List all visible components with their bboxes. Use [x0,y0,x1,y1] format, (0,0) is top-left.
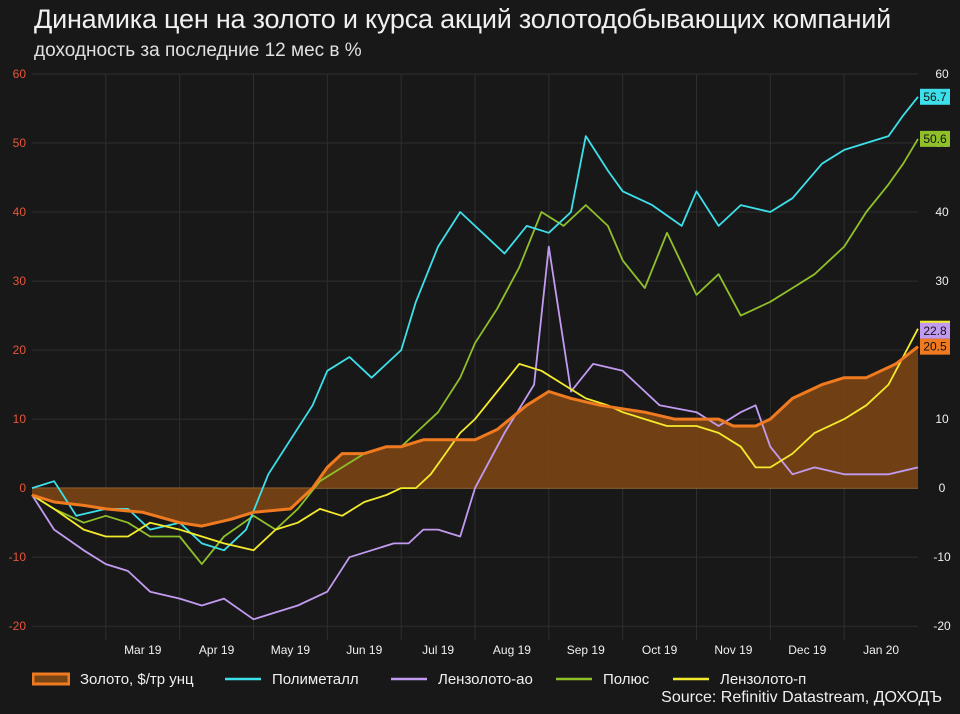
left-tick-label: -10 [9,550,27,564]
right-tick-label: 60 [935,67,949,81]
right-tick-label: 10 [935,412,949,426]
series-line-lenzoloto-ao [31,245,919,621]
x-tick-label: Aug 19 [493,643,531,657]
right-tick-label: 0 [939,481,946,495]
series-line-polymetal [31,96,919,552]
legend-swatch-lenzoloto-ao [391,677,427,681]
x-tick-label: Oct 19 [642,643,678,657]
legend-swatch-polyus [556,677,592,681]
left-tick-label: 40 [13,205,27,219]
legend-label-polyus: Полюс [603,670,650,688]
left-tick-label: 10 [13,412,27,426]
series-area-gold [32,346,918,527]
x-tick-label: Jun 19 [346,643,382,657]
left-tick-label: 50 [13,136,27,150]
series-line-lenzoloto-p [31,328,919,552]
legend-swatch-gold [32,672,70,686]
chart-title: Динамика цен на золото и курса акций зол… [34,4,892,34]
left-tick-label: 20 [13,343,27,357]
right-tick-label: 30 [935,274,949,288]
x-tick-label: Nov 19 [714,643,752,657]
end-label-gold: 20.5 [923,340,947,354]
legend-label-lenzoloto-p: Лензолото-п [720,670,807,688]
end-label-polymetal: 56.7 [923,90,947,104]
legend-label-gold: Золото, $/тр унц [80,670,194,688]
x-tick-label: Mar 19 [124,643,162,657]
end-label-box-polymetal [920,88,950,105]
left-tick-label: -20 [9,619,27,633]
x-tick-label: May 19 [271,643,311,657]
source-note: Source: Refinitiv Datastream, ДОХОДЪ [661,689,942,706]
x-tick-label: Sep 19 [567,643,605,657]
left-tick-label: 60 [13,67,27,81]
right-tick-label: 40 [935,205,949,219]
legend-item-polyus: Полюс [555,666,649,692]
end-label-lenzoloto-ao: 22.8 [923,324,947,338]
legend-swatch-lenzoloto-p [673,677,709,681]
left-tick-label: 0 [19,481,26,495]
chart-subtitle: доходность за последние 12 мес в % [34,40,362,61]
legend-label-lenzoloto-ao: Лензолото-ао [438,670,533,688]
x-tick-label: Apr 19 [199,643,235,657]
end-label-box-gold [920,338,950,355]
left-tick-label: 30 [13,274,27,288]
legend-item-gold: Золото, $/тр унц [32,666,194,692]
legend-item-lenzoloto-ao: Лензолото-ао [390,666,533,692]
x-tick-label: Jul 19 [422,643,454,657]
series-line-gold [31,345,919,528]
legend-swatch-polymetal [225,677,261,681]
series-line-polyus [31,138,919,565]
end-label-box-polyus [920,130,950,147]
legend-item-lenzoloto-p: Лензолото-п [672,666,806,692]
end-label-polyus: 50.6 [923,132,947,146]
legend-label-polymetal: Полиметалл [272,670,359,688]
right-tick-label: -10 [933,550,951,564]
legend: Золото, $/тр унц Полиметалл Лензолото-ао… [32,666,960,692]
x-tick-label: Dec 19 [788,643,826,657]
legend-item-polymetal: Полиметалл [224,666,359,692]
x-tick-label: Jan 20 [863,643,899,657]
right-tick-label: -20 [933,619,951,633]
end-label-box-lenzoloto-ao [920,322,950,339]
